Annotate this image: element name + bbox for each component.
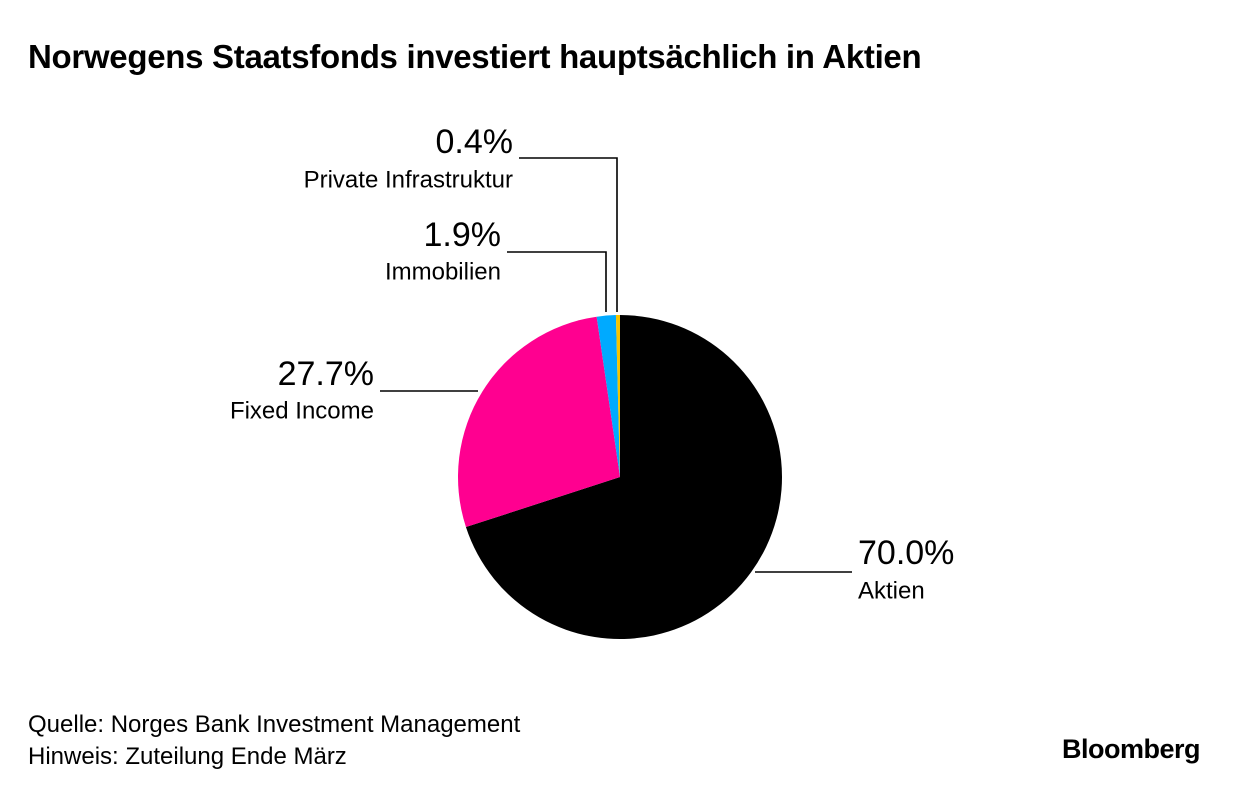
- chart-title: Norwegens Staatsfonds investiert hauptsä…: [28, 38, 922, 75]
- pie-slice-fixed-income: [457, 316, 620, 528]
- pie-slice-private-infrastruktur: [615, 315, 620, 477]
- source-note: Quelle: Norges Bank Investment Managemen…: [28, 711, 521, 738]
- category-label-fixed-income: Fixed Income: [230, 398, 374, 425]
- category-label-aktien: Aktien: [858, 578, 925, 605]
- value-label-private-infrastruktur: 0.4%: [436, 123, 514, 161]
- value-label-immobilien: 1.9%: [424, 216, 502, 254]
- footer-notes: Quelle: Norges Bank Investment Managemen…: [28, 709, 520, 773]
- category-label-immobilien: Immobilien: [385, 259, 501, 286]
- allocation-note: Hinweis: Zuteilung Ende März: [28, 743, 347, 770]
- bloomberg-logo: Bloomberg: [1061, 734, 1201, 764]
- leader-line-private-infrastruktur: [519, 157, 618, 312]
- pie-slice-aktien: [465, 315, 782, 639]
- value-label-aktien: 70.0%: [858, 534, 954, 572]
- leader-line-immobilien: [507, 251, 607, 312]
- category-label-private-infrastruktur: Private Infrastruktur: [304, 167, 513, 194]
- pie-slice-immobilien: [596, 315, 620, 477]
- value-label-fixed-income: 27.7%: [278, 355, 374, 393]
